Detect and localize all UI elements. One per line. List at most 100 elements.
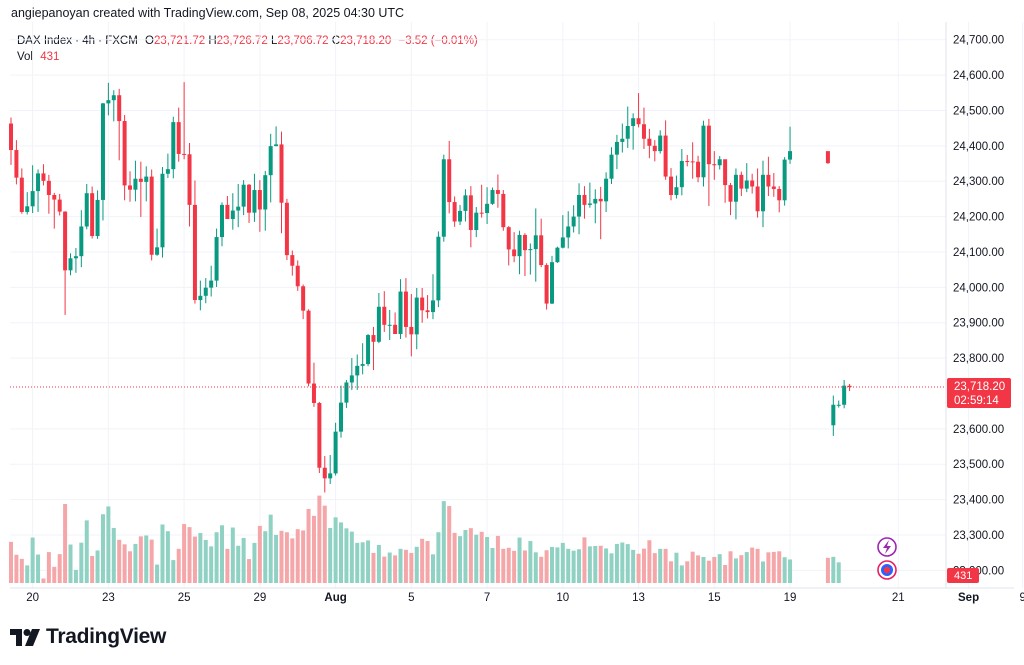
volume-bar xyxy=(192,536,197,583)
volume-bar xyxy=(825,557,830,583)
volume-bar xyxy=(495,535,500,583)
candle xyxy=(760,160,765,228)
candle xyxy=(836,400,841,408)
price-tick-label: 24,400.00 xyxy=(953,141,1004,153)
volume-bar xyxy=(728,551,733,583)
candle xyxy=(349,358,354,390)
time-tick-label: 9 xyxy=(1019,592,1024,604)
candle xyxy=(696,155,701,183)
time-tick-label: 5 xyxy=(408,592,414,604)
candle xyxy=(138,161,143,217)
volume-bar xyxy=(631,549,636,583)
volume-bar xyxy=(344,528,349,583)
candle xyxy=(84,184,89,230)
volume-bar xyxy=(79,542,84,583)
volume-bar xyxy=(128,551,133,583)
tradingview-logo[interactable]: TradingView xyxy=(10,625,166,649)
candle xyxy=(436,231,441,308)
volume-bar xyxy=(263,531,268,583)
volume-bar xyxy=(295,529,300,583)
volume-bar xyxy=(544,550,549,583)
tradingview-logo-text: TradingView xyxy=(46,625,167,648)
candle xyxy=(728,182,733,216)
volume-bar xyxy=(674,552,679,583)
volume-bar xyxy=(176,548,181,583)
volume-bar xyxy=(387,552,392,583)
candle xyxy=(847,383,852,392)
volume-bar xyxy=(788,559,793,583)
volume-bar xyxy=(652,553,657,583)
volume-bar xyxy=(501,548,506,583)
candle xyxy=(290,250,295,276)
candle xyxy=(100,103,105,221)
candle xyxy=(187,142,192,227)
candle xyxy=(252,173,257,222)
volume-bar xyxy=(712,557,717,583)
candle xyxy=(133,160,138,202)
candle xyxy=(782,157,787,206)
candle xyxy=(485,187,490,224)
candle xyxy=(403,278,408,338)
candle xyxy=(214,228,219,287)
candle xyxy=(279,131,284,234)
volume-bar xyxy=(322,505,327,583)
volume-bar xyxy=(311,515,316,583)
candle xyxy=(79,210,84,268)
candle xyxy=(425,295,430,319)
candle xyxy=(176,107,181,162)
candle xyxy=(236,184,241,228)
event-flag-icon[interactable] xyxy=(877,560,897,580)
candle xyxy=(685,155,690,167)
volume-bar xyxy=(750,547,755,583)
candle xyxy=(674,175,679,199)
candle xyxy=(90,186,95,239)
volume-bar xyxy=(777,551,782,583)
volume-bar xyxy=(587,546,592,583)
symbol-title[interactable]: DAX Index · 4h · FXCM xyxy=(17,35,138,47)
symbol-legend: DAX Index · 4h · FXCM O23,721.72 H23,726… xyxy=(17,33,478,65)
volume-bar xyxy=(398,548,403,583)
volume-bar xyxy=(468,528,473,583)
volume-badge: 431 xyxy=(947,568,979,583)
price-tick-label: 24,500.00 xyxy=(953,105,1004,117)
open-label: O xyxy=(145,35,154,47)
lightning-icon[interactable] xyxy=(877,537,897,557)
volume-bar xyxy=(393,555,398,583)
volume-row: Vol 431 xyxy=(17,49,478,65)
volume-label[interactable]: Vol xyxy=(17,51,33,63)
time-axis[interactable]: 20 23 25 29 Aug 5 7 10 13 15 19 21 Sep 9 xyxy=(26,592,1024,604)
candle xyxy=(441,154,446,242)
candle xyxy=(149,169,154,261)
volume-bar xyxy=(279,530,284,583)
volume-bar xyxy=(203,540,208,583)
volume-bar xyxy=(447,506,452,583)
volume-bar xyxy=(252,542,257,583)
candle xyxy=(604,172,609,212)
volume-bar xyxy=(36,554,41,583)
candle xyxy=(128,171,133,202)
candle xyxy=(723,159,728,203)
time-tick-label: 21 xyxy=(892,592,905,604)
candle xyxy=(528,243,533,275)
candle xyxy=(712,151,717,180)
volume-bar xyxy=(771,551,776,583)
volume-bar xyxy=(117,539,122,583)
candle xyxy=(490,187,495,205)
volume-bar xyxy=(571,550,576,583)
candle xyxy=(771,173,776,197)
close-value: 23,718.20 xyxy=(340,35,392,47)
volume-bar xyxy=(160,524,165,583)
volume-bar xyxy=(230,527,235,583)
volume-bar xyxy=(647,540,652,583)
candle xyxy=(625,106,630,148)
volume-bar xyxy=(366,540,371,583)
price-axis[interactable]: 24,700.00 24,600.00 24,500.00 24,400.00 24,3… xyxy=(953,35,1004,578)
candle xyxy=(106,82,111,116)
candle xyxy=(609,147,614,185)
candle xyxy=(203,278,208,304)
current-price-badge: 23,718.20 02:59:14 xyxy=(947,377,1011,408)
volume-bar xyxy=(106,506,111,583)
volume-bar xyxy=(528,541,533,583)
candle xyxy=(593,189,598,224)
